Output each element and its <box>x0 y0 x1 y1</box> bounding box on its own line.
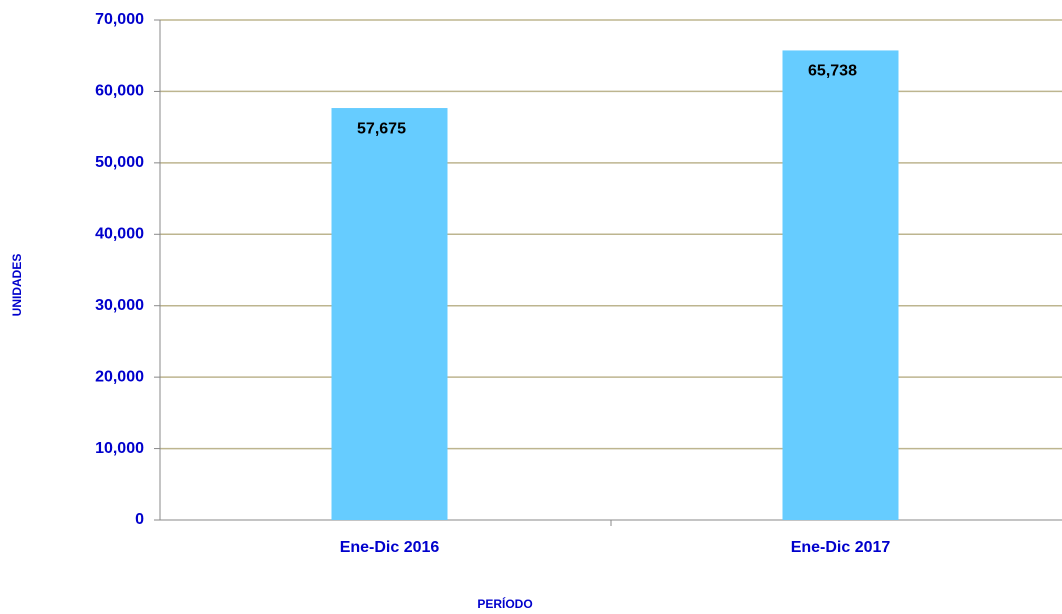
y-tick-label: 60,000 <box>95 83 144 100</box>
y-tick-label: 10,000 <box>95 440 144 457</box>
x-tick-label: Ene-Dic 2016 <box>340 539 440 556</box>
y-tick-label: 0 <box>135 511 144 528</box>
x-axis-title: PERÍODO <box>477 596 532 611</box>
y-tick-label: 20,000 <box>95 368 144 385</box>
y-axis-title: UNIDADES <box>10 254 24 317</box>
data-label: 65,738 <box>808 63 857 80</box>
y-tick-label: 70,000 <box>95 11 144 28</box>
y-tick-label: 40,000 <box>95 226 144 243</box>
x-tick-label: Ene-Dic 2017 <box>791 539 891 556</box>
y-tick-label: 30,000 <box>95 297 144 314</box>
data-label: 57,675 <box>357 120 406 137</box>
bar <box>331 108 448 521</box>
y-tick-label: 50,000 <box>95 154 144 171</box>
bar <box>782 50 899 520</box>
